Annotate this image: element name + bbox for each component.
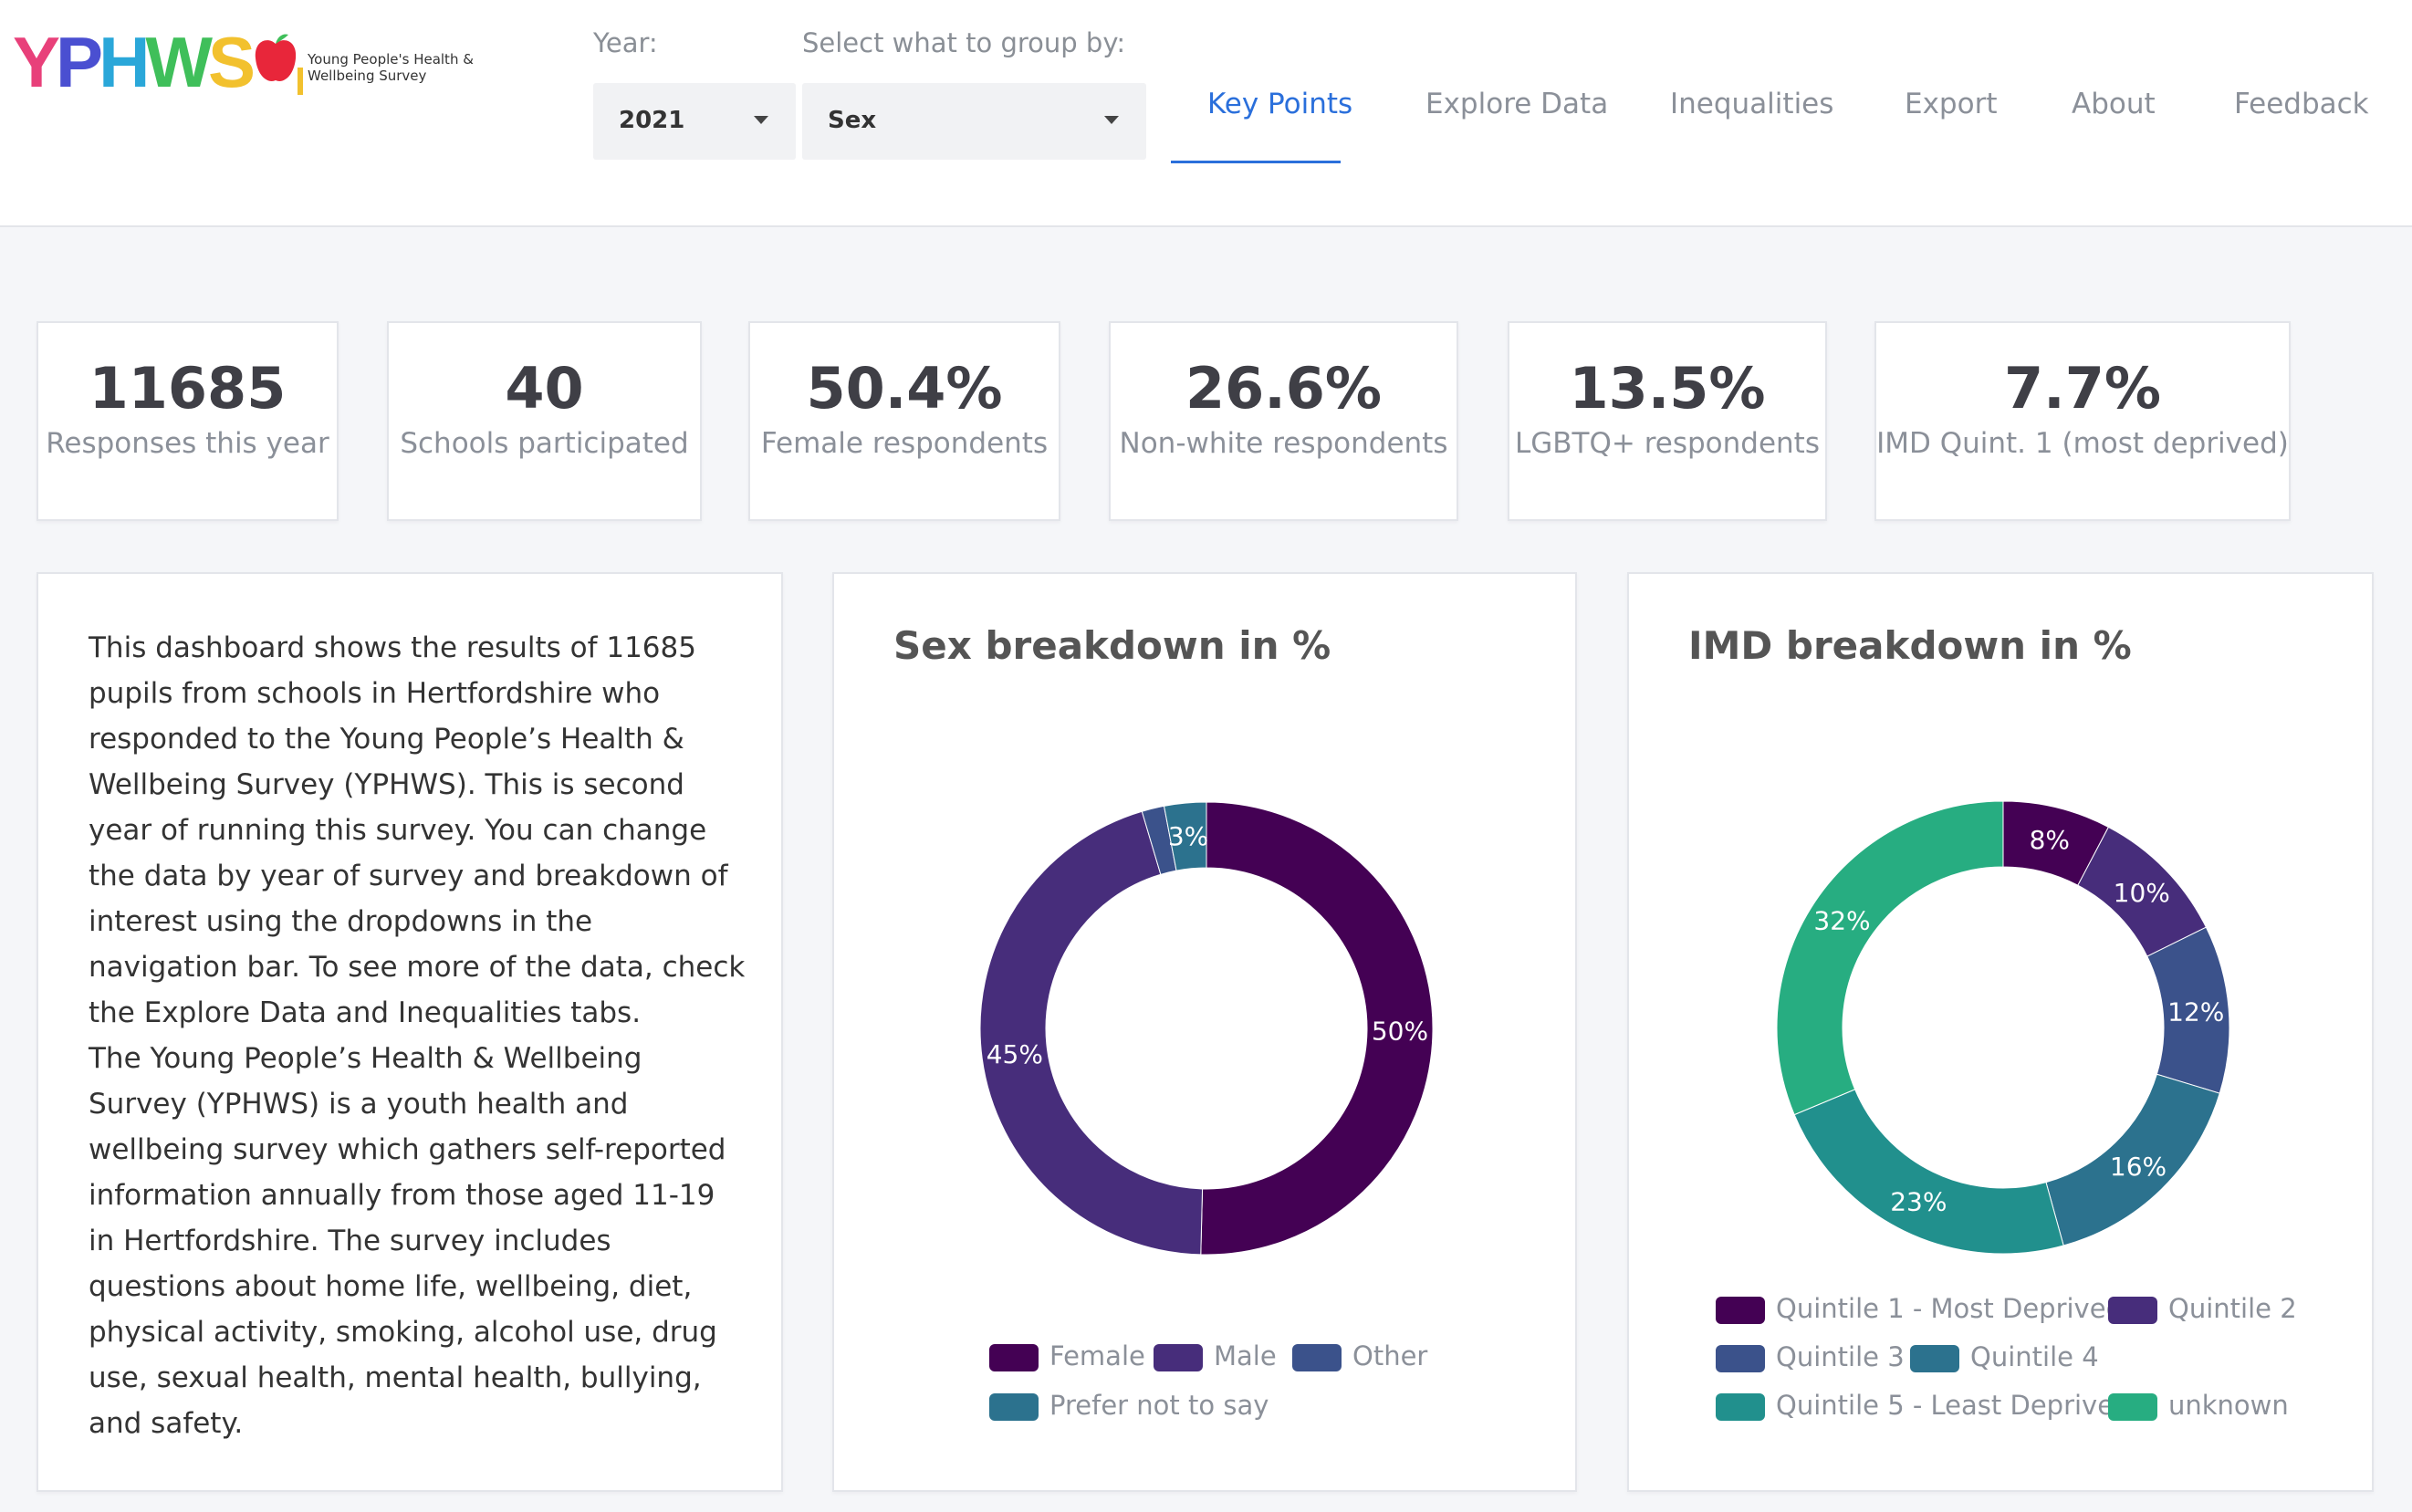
legend-swatch bbox=[989, 1344, 1039, 1371]
legend-item[interactable]: Quintile 2 bbox=[2108, 1293, 2297, 1324]
logo-letter: W bbox=[145, 22, 213, 102]
legend-swatch bbox=[989, 1393, 1039, 1421]
year-label: Year: bbox=[593, 27, 658, 58]
stat-label: Female respondents bbox=[760, 427, 1049, 460]
tab-key-points[interactable]: Key Points bbox=[1207, 88, 1353, 120]
group-by-select[interactable]: Sex bbox=[802, 83, 1146, 160]
slice-data-label: 3% bbox=[1168, 821, 1208, 851]
yphws-logo[interactable]: YPHWS Young People's Health & Wellbeing … bbox=[13, 26, 487, 99]
tab-about[interactable]: About bbox=[2072, 88, 2156, 120]
legend-item[interactable]: Male bbox=[1154, 1340, 1277, 1371]
logo-letter: P bbox=[56, 22, 103, 102]
donut-slice-female[interactable] bbox=[1200, 801, 1434, 1256]
legend-item[interactable]: unknown bbox=[2108, 1390, 2289, 1421]
logo-wordmark: YPHWS bbox=[13, 26, 256, 99]
stat-label: Schools participated bbox=[400, 427, 689, 460]
group-by-select-value: Sex bbox=[828, 107, 877, 134]
imd-donut-chart: 8% 10% 12% 16% 23% 32% bbox=[1776, 800, 2230, 1255]
chevron-down-icon bbox=[1104, 116, 1119, 124]
legend-swatch bbox=[1716, 1393, 1765, 1421]
donut-slice-prefer-not-to-say[interactable] bbox=[1163, 801, 1207, 871]
donut-slice-male[interactable] bbox=[979, 810, 1204, 1256]
active-tab-indicator bbox=[1171, 161, 1341, 163]
donut-slice-unknown[interactable] bbox=[1776, 800, 2004, 1116]
apple-icon bbox=[255, 34, 297, 81]
legend-label: Quintile 5 - Least Deprived bbox=[1776, 1390, 2131, 1421]
tab-feedback[interactable]: Feedback bbox=[2234, 88, 2369, 120]
legend-swatch bbox=[2108, 1393, 2157, 1421]
stat-value: 11685 bbox=[89, 355, 287, 422]
slice-data-label: 10% bbox=[2114, 878, 2170, 908]
legend-item[interactable]: Quintile 5 - Least Deprived bbox=[1716, 1390, 2130, 1421]
top-navbar: YPHWS Young People's Health & Wellbeing … bbox=[0, 0, 2412, 227]
sex-chart-panel: Sex breakdown in % 50% 45% 3% Female Male Ot… bbox=[832, 572, 1577, 1492]
legend-item[interactable]: Quintile 3 bbox=[1716, 1341, 1905, 1372]
legend-item[interactable]: Quintile 4 bbox=[1910, 1341, 2099, 1372]
legend-swatch bbox=[2108, 1297, 2157, 1324]
legend-item[interactable]: Other bbox=[1292, 1340, 1427, 1371]
legend-label: Other bbox=[1352, 1340, 1428, 1371]
stat-value: 40 bbox=[505, 355, 584, 422]
legend-item[interactable]: Female bbox=[989, 1340, 1145, 1371]
slice-data-label: 45% bbox=[987, 1039, 1043, 1069]
year-select[interactable]: 2021 bbox=[593, 83, 796, 160]
legend-label: Quintile 4 bbox=[1970, 1341, 2099, 1372]
stat-label: LGBTQ+ respondents bbox=[1514, 427, 1820, 460]
legend-item[interactable]: Prefer not to say bbox=[989, 1390, 1269, 1421]
stat-value: 26.6% bbox=[1185, 355, 1383, 422]
sex-chart-legend: Female Male Other Prefer not to say bbox=[989, 1340, 1537, 1450]
description-paragraph: This dashboard shows the results of 1168… bbox=[89, 631, 746, 1029]
logo-bar bbox=[298, 68, 303, 95]
slice-data-label: 23% bbox=[1890, 1187, 1947, 1217]
group-by-label: Select what to group by: bbox=[802, 27, 1126, 58]
stat-card-schools: 40 Schools participated bbox=[387, 321, 702, 521]
stat-value: 13.5% bbox=[1569, 355, 1766, 422]
logo-tagline: Young People's Health & Wellbeing Survey bbox=[308, 51, 474, 84]
stat-label: IMD Quint. 1 (most deprived) bbox=[1876, 427, 2289, 460]
description-paragraph: The Young People’s Health & Wellbeing Su… bbox=[89, 1042, 726, 1440]
slice-data-label: 32% bbox=[1813, 905, 1870, 935]
legend-label: Quintile 3 bbox=[1776, 1341, 1905, 1372]
legend-swatch bbox=[1154, 1344, 1203, 1371]
stat-label: Non-white respondents bbox=[1119, 427, 1448, 460]
stat-card-imd-q1: 7.7% IMD Quint. 1 (most deprived) bbox=[1874, 321, 2291, 521]
imd-chart-legend: Quintile 1 - Most Deprived Quintile 2 Quin… bbox=[1716, 1293, 2355, 1457]
legend-label: Male bbox=[1214, 1340, 1277, 1371]
stat-card-non-white: 26.6% Non-white respondents bbox=[1109, 321, 1458, 521]
legend-swatch bbox=[1910, 1345, 1959, 1372]
logo-letter: H bbox=[99, 22, 150, 102]
legend-swatch bbox=[1292, 1344, 1342, 1371]
slice-data-label: 50% bbox=[1372, 1017, 1428, 1047]
tab-inequalities[interactable]: Inequalities bbox=[1670, 88, 1834, 120]
legend-swatch bbox=[1716, 1297, 1765, 1324]
legend-label: Female bbox=[1049, 1340, 1145, 1371]
tab-export[interactable]: Export bbox=[1905, 88, 1998, 120]
logo-letter: S bbox=[208, 22, 256, 102]
chart-title: IMD breakdown in % bbox=[1688, 623, 2132, 668]
legend-label: Prefer not to say bbox=[1049, 1390, 1269, 1421]
legend-label: unknown bbox=[2168, 1390, 2289, 1421]
chart-title: Sex breakdown in % bbox=[893, 623, 1331, 668]
donut-slice-quintile-5-least-deprived[interactable] bbox=[1793, 1089, 2064, 1255]
year-select-value: 2021 bbox=[619, 107, 685, 134]
legend-swatch bbox=[1716, 1345, 1765, 1372]
stat-value: 50.4% bbox=[806, 355, 1003, 422]
legend-item[interactable]: Quintile 1 - Most Deprived bbox=[1716, 1293, 2123, 1324]
legend-label: Quintile 2 bbox=[2168, 1293, 2297, 1324]
chevron-down-icon bbox=[754, 116, 768, 124]
description-panel: This dashboard shows the results of 1168… bbox=[37, 572, 783, 1492]
stat-card-lgbtq: 13.5% LGBTQ+ respondents bbox=[1508, 321, 1827, 521]
stat-card-female: 50.4% Female respondents bbox=[748, 321, 1060, 521]
stat-label: Responses this year bbox=[46, 427, 329, 460]
sex-donut-chart: 50% 45% 3% bbox=[979, 801, 1434, 1256]
stat-value: 7.7% bbox=[2004, 355, 2161, 422]
slice-data-label: 8% bbox=[2030, 825, 2070, 855]
logo-letter: Y bbox=[13, 22, 60, 102]
slice-data-label: 16% bbox=[2110, 1152, 2167, 1182]
legend-label: Quintile 1 - Most Deprived bbox=[1776, 1293, 2123, 1324]
tab-explore-data[interactable]: Explore Data bbox=[1425, 88, 1609, 120]
imd-chart-panel: IMD breakdown in % 8% 10% 12% 16% 23% 32% Qui… bbox=[1627, 572, 2374, 1492]
slice-data-label: 12% bbox=[2167, 997, 2224, 1027]
stat-card-responses: 11685 Responses this year bbox=[37, 321, 339, 521]
